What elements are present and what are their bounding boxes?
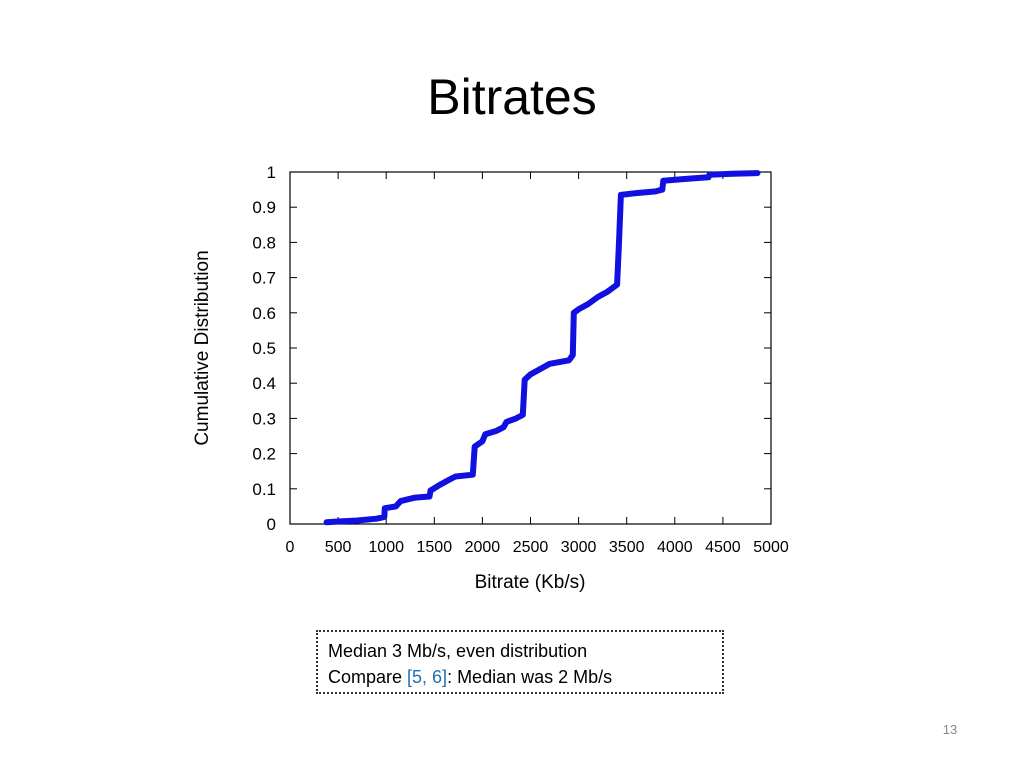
y-tick-label: 0.9: [252, 198, 276, 217]
x-tick-label: 4500: [705, 539, 741, 556]
x-tick-label: 2000: [465, 539, 501, 556]
y-axis-label: Cumulative Distribution: [192, 250, 213, 445]
citation-link[interactable]: [5, 6]: [407, 667, 448, 687]
x-tick-label: 4000: [657, 539, 693, 556]
y-tick-label: 0.6: [252, 304, 276, 323]
x-axis: 0 500 1000 1500 2000 2500 3000 3500 4000 4500 5000: [286, 172, 789, 556]
x-tick-label: 2500: [513, 539, 549, 556]
note-line-2: Compare [5, 6]: Median was 2 Mb/s: [328, 664, 722, 690]
slide-title: Bitrates: [427, 69, 597, 125]
note-box: Median 3 Mb/s, even distribution Compare…: [316, 630, 724, 694]
x-axis-label: Bitrate (Kb/s): [475, 572, 586, 593]
x-tick-label: 0: [286, 539, 295, 556]
x-tick-label: 3000: [561, 539, 597, 556]
y-tick-label: 0.1: [252, 480, 276, 499]
y-tick-label: 0.4: [252, 374, 276, 393]
x-tick-label: 5000: [753, 539, 789, 556]
y-tick-label: 0: [267, 515, 276, 534]
x-tick-label: 1000: [368, 539, 404, 556]
x-tick-label: 1500: [417, 539, 453, 556]
x-tick-label: 500: [325, 539, 352, 556]
y-tick-label: 0.3: [252, 409, 276, 428]
x-tick-label: 3500: [609, 539, 645, 556]
note-line-2-after: : Median was 2 Mb/s: [447, 667, 613, 687]
y-tick-label: 0.5: [252, 339, 276, 358]
y-axis: 0 0.1 0.2 0.3 0.4 0.5 0.6 0.7 0.8 0.9 1: [252, 163, 771, 534]
chart-svg: 0 500 1000 1500 2000 2500 3000 3500 4000 4500 5000…: [192, 163, 789, 593]
cdf-chart: 0 500 1000 1500 2000 2500 3000 3500 4000 4500 5000…: [178, 160, 818, 600]
plot-frame: [289, 171, 772, 525]
y-tick-label: 0.8: [252, 233, 276, 252]
note-line-2-before: Compare: [328, 667, 408, 687]
note-line-1: Median 3 Mb/s, even distribution: [328, 641, 588, 661]
cdf-series-line: [323, 170, 761, 526]
y-tick-label: 1: [267, 163, 276, 182]
page-number: 13: [942, 722, 958, 737]
y-tick-label: 0.2: [252, 445, 276, 464]
y-tick-label: 0.7: [252, 269, 276, 288]
